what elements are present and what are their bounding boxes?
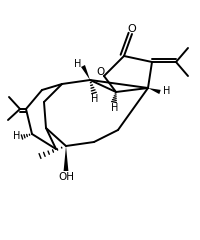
Text: H: H xyxy=(111,103,119,113)
Text: O: O xyxy=(127,24,136,34)
Polygon shape xyxy=(148,88,161,94)
Polygon shape xyxy=(81,65,90,80)
Text: OH: OH xyxy=(59,172,75,182)
Text: H: H xyxy=(163,86,170,96)
Polygon shape xyxy=(64,146,68,171)
Text: O: O xyxy=(96,66,105,77)
Text: H: H xyxy=(74,59,81,69)
Text: H: H xyxy=(13,132,20,141)
Text: H: H xyxy=(91,94,99,104)
